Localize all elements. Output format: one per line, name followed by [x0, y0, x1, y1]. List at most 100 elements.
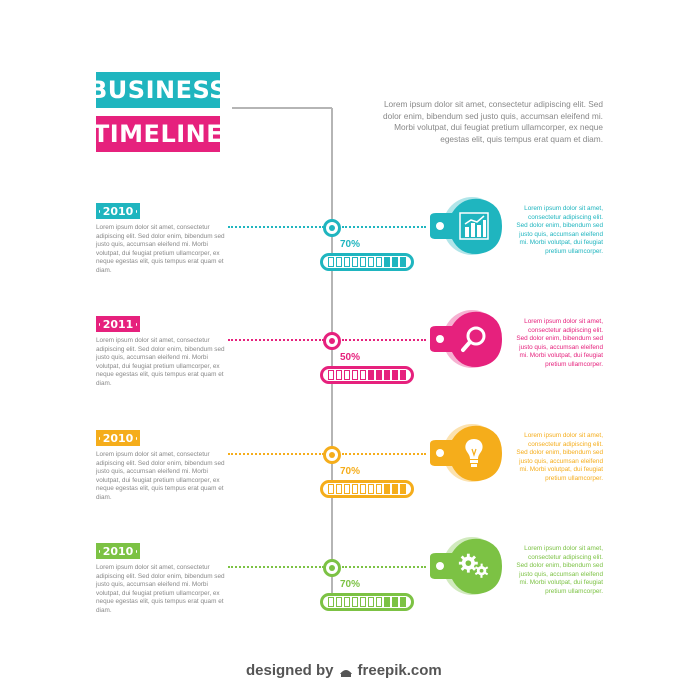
progress-segment-empty	[368, 597, 374, 607]
dotted-connector-right	[342, 453, 426, 455]
milestone-side-text: Lorem ipsum dolor sit amet, consectetur …	[516, 545, 603, 595]
badge-dot	[136, 549, 137, 553]
progress-segment-empty	[328, 370, 334, 380]
progress-segment-filled	[392, 370, 398, 380]
progress-bar	[320, 366, 414, 384]
progress-segment-filled	[384, 484, 390, 494]
progress-bar	[320, 480, 414, 498]
timeline-node	[323, 446, 341, 464]
milestone-side-text: Lorem ipsum dolor sit amet, consectetur …	[516, 205, 603, 255]
milestone-description: Lorem ipsum dolor sit amet, consectetur …	[96, 224, 225, 274]
progress-segment-filled	[384, 370, 390, 380]
percent-label: 70%	[340, 239, 361, 250]
progress-segment-empty	[352, 484, 358, 494]
badge-dot	[99, 322, 100, 326]
progress-segment-empty	[344, 257, 350, 267]
progress-segment-filled	[384, 257, 390, 267]
watermark: designed by freepik.com	[246, 662, 466, 679]
title-business-box: BUSINESS	[89, 72, 226, 108]
progress-segment-empty	[344, 597, 350, 607]
progress-segment-filled	[384, 597, 390, 607]
milestone-icon-bubble	[422, 308, 512, 375]
title-line1: BUSINESS	[89, 76, 227, 104]
progress-segment-empty	[328, 597, 334, 607]
progress-segment-filled	[376, 370, 382, 380]
progress-segment-empty	[360, 484, 366, 494]
progress-segment-filled	[400, 370, 406, 380]
progress-segment-empty	[376, 257, 382, 267]
progress-segment-empty	[376, 597, 382, 607]
title-timeline-box: TIMELINE	[92, 116, 224, 152]
dotted-connector-right	[342, 339, 426, 341]
watermark-text: designed by	[246, 662, 334, 679]
magnifier-icon	[457, 321, 491, 357]
progress-segment-empty	[336, 597, 342, 607]
intro-paragraph: Lorem ipsum dolor sit amet, consectetur …	[383, 99, 603, 144]
lightbulb-icon	[457, 435, 491, 471]
progress-bar	[320, 253, 414, 271]
progress-segment-empty	[368, 257, 374, 267]
percent-label: 70%	[340, 466, 361, 477]
dotted-connector-left	[228, 453, 324, 455]
milestone-side-text: Lorem ipsum dolor sit amet, consectetur …	[516, 318, 603, 368]
progress-segment-empty	[360, 257, 366, 267]
year-label: 2011	[102, 317, 134, 331]
gears-icon	[457, 548, 491, 584]
badge-dot	[99, 209, 100, 213]
year-badge: 2010	[96, 543, 140, 559]
progress-segment-empty	[360, 370, 366, 380]
progress-segment-filled	[392, 597, 398, 607]
badge-dot	[136, 209, 137, 213]
progress-segment-filled	[392, 484, 398, 494]
progress-segment-empty	[352, 597, 358, 607]
progress-segment-filled	[368, 370, 374, 380]
badge-dot	[136, 322, 137, 326]
progress-segment-empty	[344, 370, 350, 380]
year-badge: 2010	[96, 203, 140, 219]
progress-segment-empty	[336, 484, 342, 494]
dotted-connector-left	[228, 226, 324, 228]
milestone-side-text: Lorem ipsum dolor sit amet, consectetur …	[516, 432, 603, 482]
percent-label: 50%	[340, 352, 361, 363]
milestone-icon-bubble	[422, 422, 512, 489]
progress-segment-filled	[400, 597, 406, 607]
progress-segment-filled	[400, 484, 406, 494]
dotted-connector-left	[228, 339, 324, 341]
progress-segment-empty	[368, 484, 374, 494]
year-label: 2010	[102, 204, 134, 218]
progress-segment-empty	[376, 484, 382, 494]
milestone-description: Lorem ipsum dolor sit amet, consectetur …	[96, 564, 225, 614]
dotted-connector-right	[342, 566, 426, 568]
watermark-brand: freepik.com	[357, 662, 442, 679]
progress-segment-empty	[336, 370, 342, 380]
badge-dot	[99, 436, 100, 440]
badge-dot	[136, 436, 137, 440]
progress-segment-empty	[328, 484, 334, 494]
timeline-node	[323, 219, 341, 237]
year-badge: 2011	[96, 316, 140, 332]
year-badge: 2010	[96, 430, 140, 446]
progress-segment-empty	[328, 257, 334, 267]
dotted-connector-left	[228, 566, 324, 568]
title-line2: TIMELINE	[92, 120, 224, 148]
milestone-icon-bubble	[422, 535, 512, 602]
dotted-connector-right	[342, 226, 426, 228]
milestone-icon-bubble	[422, 195, 512, 262]
year-label: 2010	[102, 544, 134, 558]
freepik-logo-icon	[338, 664, 354, 678]
progress-segment-empty	[352, 257, 358, 267]
progress-bar	[320, 593, 414, 611]
percent-label: 70%	[340, 579, 361, 590]
timeline-spine	[331, 108, 333, 594]
timeline-title-connector	[232, 107, 332, 109]
progress-segment-empty	[360, 597, 366, 607]
milestone-description: Lorem ipsum dolor sit amet, consectetur …	[96, 451, 225, 501]
milestone-description: Lorem ipsum dolor sit amet, consectetur …	[96, 337, 225, 387]
badge-dot	[99, 549, 100, 553]
progress-segment-filled	[392, 257, 398, 267]
progress-segment-empty	[336, 257, 342, 267]
timeline-node	[323, 559, 341, 577]
progress-segment-empty	[352, 370, 358, 380]
year-label: 2010	[102, 431, 134, 445]
progress-segment-filled	[400, 257, 406, 267]
